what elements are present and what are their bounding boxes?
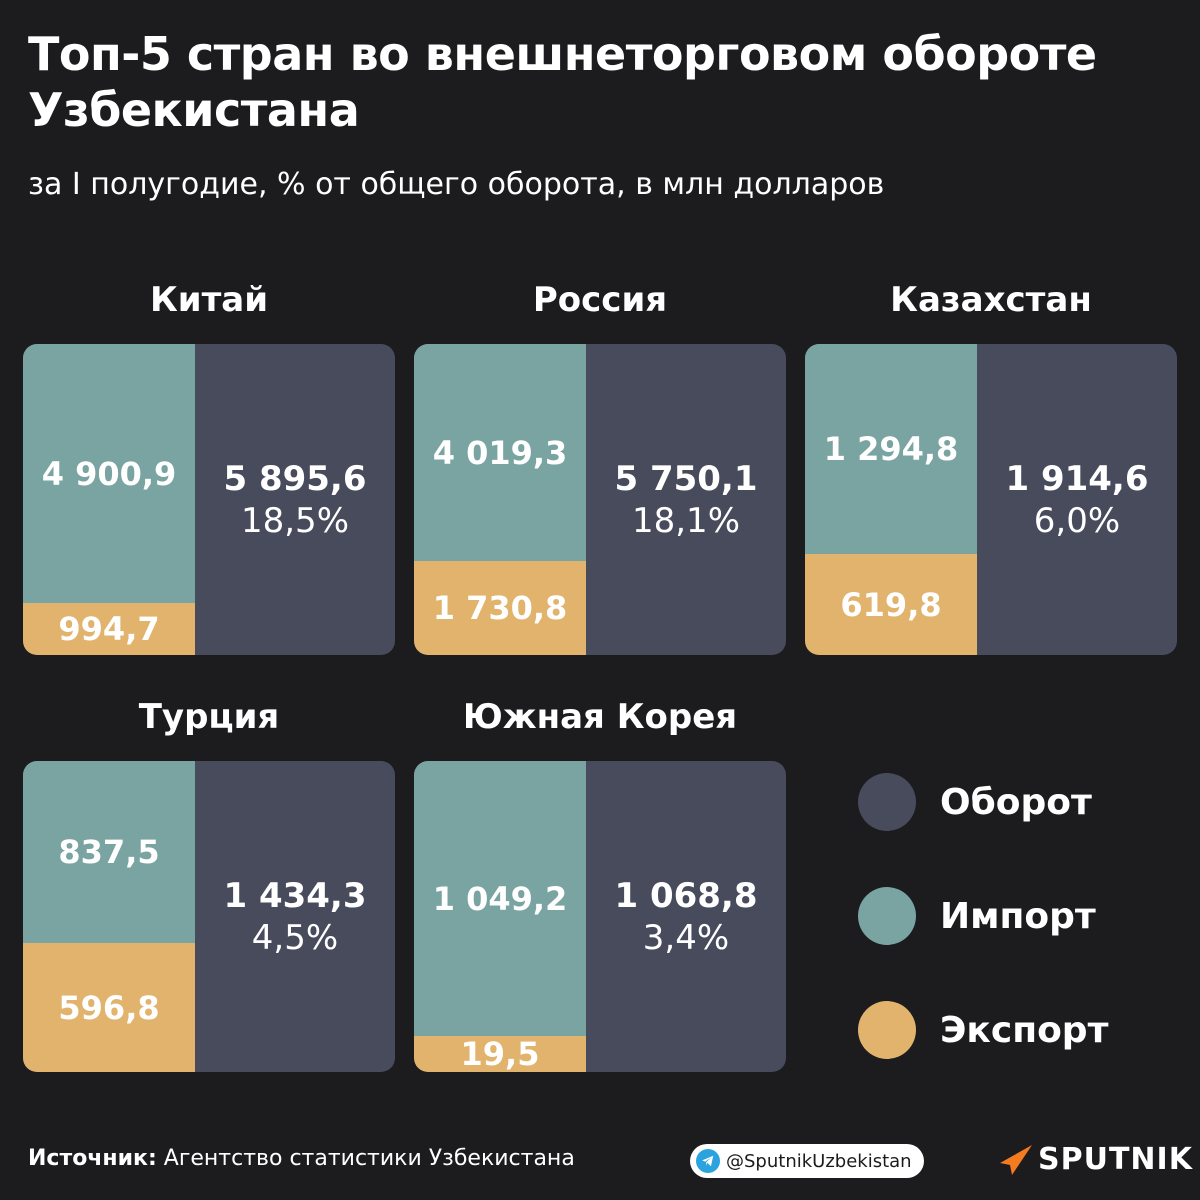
sputnik-logo-icon — [1000, 1144, 1032, 1175]
import-bar: 837,5 — [23, 761, 195, 943]
import-value-label: 4 900,9 — [41, 454, 177, 493]
export-bar: 994,7 — [23, 603, 195, 655]
share-percent-label: 18,1% — [631, 500, 740, 541]
legend-item-export: Экспорт — [858, 1001, 1108, 1059]
turnover-value-label: 5 750,1 — [614, 458, 758, 499]
country-name: Южная Корея — [462, 697, 738, 737]
export-value-label: 19,5 — [460, 1035, 540, 1072]
country-name: Россия — [532, 280, 668, 320]
turnover-value-label: 5 895,6 — [223, 458, 367, 499]
import-value-label: 1 294,8 — [823, 430, 959, 468]
chart-subtitle: за I полугодие, % от общего оборота, в м… — [28, 167, 885, 202]
export-value-label: 994,7 — [58, 610, 160, 648]
telegram-handle: @SputnikUzbekistan — [726, 1150, 912, 1172]
turnover-bar: 5 895,6 18,5% — [195, 344, 395, 655]
country-name: Турция — [138, 697, 280, 737]
turnover-bar: 1 914,6 6,0% — [977, 344, 1177, 655]
country-card: 837,5 596,8 1 434,3 4,5% — [23, 761, 395, 1072]
turnover-value-label: 1 068,8 — [614, 875, 758, 916]
legend-swatch-export — [858, 1001, 916, 1059]
chart-title: Топ-5 стран во внешнеторговом обороте Уз… — [28, 27, 1097, 137]
source-note: Источник: Агентство статистики Узбекиста… — [28, 1146, 575, 1171]
turnover-bar: 5 750,1 18,1% — [586, 344, 786, 655]
export-bar: 1 730,8 — [414, 561, 586, 655]
export-value-label: 1 730,8 — [432, 589, 568, 627]
legend-label-export: Экспорт — [940, 1009, 1109, 1051]
legend-swatch-turnover — [858, 773, 916, 831]
source-label: Источник: — [28, 1146, 157, 1171]
turnover-bar: 1 434,3 4,5% — [195, 761, 395, 1072]
turnover-value-label: 1 914,6 — [1005, 458, 1149, 499]
import-bar: 4 019,3 — [414, 344, 586, 561]
share-percent-label: 6,0% — [1033, 500, 1121, 541]
import-bar: 1 049,2 — [414, 761, 586, 1036]
import-value-label: 4 019,3 — [432, 433, 568, 472]
country-card: 1 294,8 619,8 1 914,6 6,0% — [805, 344, 1177, 655]
export-bar: 619,8 — [805, 554, 977, 655]
country-card: 1 049,2 19,5 1 068,8 3,4% — [414, 761, 786, 1072]
export-value-label: 596,8 — [58, 988, 160, 1027]
legend-item-import: Импорт — [858, 887, 1096, 945]
country-name: Казахстан — [890, 280, 1092, 320]
share-percent-label: 18,5% — [240, 500, 349, 541]
country-card: 4 900,9 994,7 5 895,6 18,5% — [23, 344, 395, 655]
country-card: 4 019,3 1 730,8 5 750,1 18,1% — [414, 344, 786, 655]
source-text: Агентство статистики Узбекистана — [163, 1146, 575, 1171]
turnover-value-label: 1 434,3 — [223, 875, 367, 916]
sputnik-logo: SPUTNIK — [996, 1142, 1193, 1177]
country-name: Китай — [149, 280, 269, 320]
export-bar: 19,5 — [414, 1035, 586, 1072]
import-value-label: 1 049,2 — [432, 879, 568, 918]
import-value-label: 837,5 — [58, 833, 160, 871]
legend-label-turnover: Оборот — [940, 781, 1092, 823]
legend-label-import: Импорт — [940, 895, 1096, 937]
export-value-label: 619,8 — [840, 585, 942, 624]
sputnik-wordmark: SPUTNIK — [1038, 1142, 1193, 1177]
share-percent-label: 3,4% — [642, 917, 730, 958]
legend-swatch-import — [858, 887, 916, 945]
telegram-icon — [696, 1149, 720, 1173]
export-bar: 596,8 — [23, 943, 195, 1072]
import-bar: 1 294,8 — [805, 344, 977, 554]
import-bar: 4 900,9 — [23, 344, 195, 603]
share-percent-label: 4,5% — [251, 917, 339, 958]
telegram-link[interactable]: @SputnikUzbekistan — [690, 1144, 924, 1178]
legend-item-turnover: Оборот — [858, 773, 1092, 831]
turnover-bar: 1 068,8 3,4% — [586, 761, 786, 1072]
